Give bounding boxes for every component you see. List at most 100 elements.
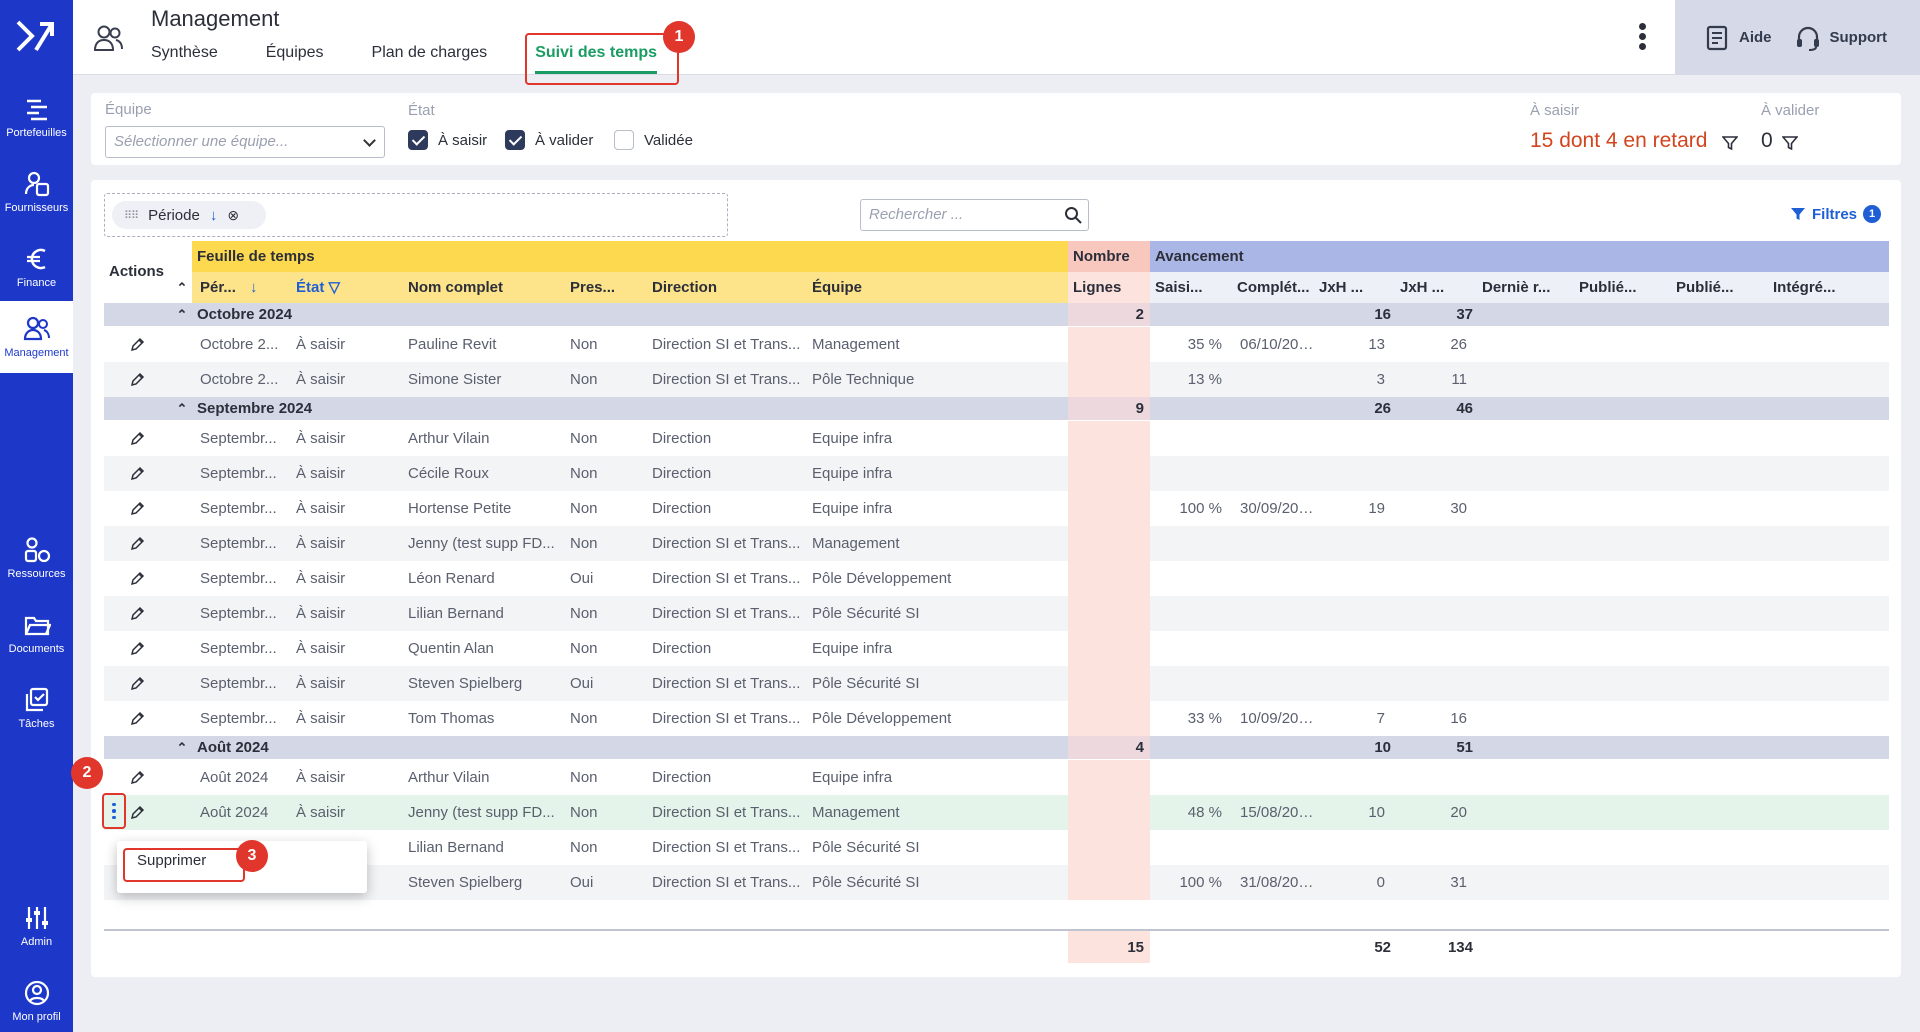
col-publie-2[interactable]: Publié... bbox=[1671, 272, 1768, 303]
row-actions-menu-button[interactable] bbox=[106, 796, 122, 826]
table-row[interactable]: Septembr... À saisir Steven Spielberg Oui Di… bbox=[104, 666, 1889, 701]
checkbox-validee[interactable]: Validée bbox=[614, 130, 693, 150]
sidebar-item-finance[interactable]: Finance bbox=[0, 231, 73, 303]
edit-pencil-icon[interactable] bbox=[130, 372, 145, 387]
filters-count-badge: 1 bbox=[1863, 205, 1882, 223]
sidebar: Portefeuilles Fournisseurs Finance Manag… bbox=[0, 0, 73, 1032]
table-row[interactable]: Septembr... À saisir Arthur Vilain Non Direc… bbox=[104, 421, 1889, 456]
table-row[interactable]: Août 2024 À saisir Jenny (test supp FD... N… bbox=[104, 795, 1889, 830]
table-row[interactable]: Septembr... À saisir Tom Thomas Non Directio… bbox=[104, 701, 1889, 736]
search-icon[interactable] bbox=[1064, 206, 1082, 224]
table-row[interactable]: Octobre 2... À saisir Pauline Revit Non Dire… bbox=[104, 327, 1889, 362]
sidebar-item-fournisseurs[interactable]: Fournisseurs bbox=[0, 156, 73, 228]
edit-pencil-icon[interactable] bbox=[130, 711, 145, 726]
team-select[interactable]: Sélectionner une équipe... bbox=[105, 126, 385, 158]
team-select-placeholder: Sélectionner une équipe... bbox=[114, 133, 289, 150]
checkbox-unchecked-icon bbox=[614, 130, 634, 150]
table-row[interactable]: Septembr... À saisir Cécile Roux Non Directi… bbox=[104, 456, 1889, 491]
edit-pencil-icon[interactable] bbox=[130, 536, 145, 551]
table-row[interactable]: Lilian Bernand Non Direction SI et Trans..… bbox=[104, 830, 1889, 865]
filters-button[interactable]: Filtres 1 bbox=[1790, 205, 1882, 223]
col-completude[interactable]: Complét... bbox=[1232, 272, 1314, 303]
group-row[interactable]: ⌃ Octobre 2024 2 16 37 bbox=[104, 303, 1889, 326]
group-row[interactable]: ⌃ Septembre 2024 9 26 46 bbox=[104, 397, 1889, 420]
resources-icon bbox=[24, 537, 50, 563]
sidebar-item-portefeuilles[interactable]: Portefeuilles bbox=[0, 81, 73, 153]
table-row[interactable]: Septembr... À saisir Léon Renard Oui Directi… bbox=[104, 561, 1889, 596]
edit-pencil-icon[interactable] bbox=[130, 571, 145, 586]
sidebar-item-label: Tâches bbox=[18, 718, 55, 730]
col-equipe[interactable]: Équipe bbox=[812, 279, 863, 296]
cell-lignes bbox=[1068, 596, 1150, 631]
more-options-button[interactable] bbox=[1632, 20, 1652, 56]
app-logo[interactable] bbox=[14, 16, 58, 58]
col-jxh-2[interactable]: JxH ... bbox=[1395, 272, 1477, 303]
edit-pencil-icon[interactable] bbox=[130, 337, 145, 352]
edit-pencil-icon[interactable] bbox=[130, 501, 145, 516]
filters-label: Filtres bbox=[1812, 205, 1858, 223]
sidebar-item-documents[interactable]: Documents bbox=[0, 597, 73, 669]
table-row[interactable]: Septembr... À saisir Lilian Bernand Non Dire… bbox=[104, 596, 1889, 631]
sidebar-item-ressources[interactable]: Ressources bbox=[0, 522, 73, 594]
search-input[interactable]: Rechercher ... bbox=[860, 199, 1089, 231]
table-row[interactable]: Octobre 2... À saisir Simone Sister Non Dire… bbox=[104, 362, 1889, 397]
table-row[interactable]: Steven Spielberg Oui Direction SI et Trans… bbox=[104, 865, 1889, 900]
collapse-icon[interactable]: ⌃ bbox=[176, 401, 188, 416]
menu-item-supprimer[interactable]: Supprimer bbox=[137, 852, 207, 869]
edit-pencil-icon[interactable] bbox=[130, 466, 145, 481]
col-etat[interactable]: État ▽ bbox=[288, 272, 400, 303]
collapse-icon[interactable]: ⌃ bbox=[176, 307, 188, 322]
support-button[interactable]: Support bbox=[1794, 24, 1887, 52]
checkbox-a-saisir[interactable]: À saisir bbox=[408, 130, 487, 150]
edit-pencil-icon[interactable] bbox=[130, 431, 145, 446]
filter-icon[interactable] bbox=[1782, 135, 1798, 151]
sidebar-item-management[interactable]: Management bbox=[0, 301, 73, 373]
edit-pencil-icon[interactable] bbox=[130, 606, 145, 621]
edit-pencil-icon[interactable] bbox=[130, 805, 145, 820]
help-button[interactable]: Aide bbox=[1703, 24, 1772, 52]
col-lignes[interactable]: Lignes bbox=[1068, 272, 1150, 303]
collapse-icon[interactable]: ⌃ bbox=[176, 740, 188, 755]
col-saisie[interactable]: Saisi... bbox=[1150, 272, 1232, 303]
col-periode[interactable]: Pér... ↓ bbox=[192, 272, 288, 303]
col-dernier[interactable]: Derniè r... bbox=[1477, 272, 1574, 303]
checkbox-a-valider[interactable]: À valider bbox=[505, 130, 593, 150]
group-chip-periode[interactable]: ⠿⠿ Période ↓ ⊗ bbox=[112, 201, 266, 229]
sidebar-item-taches[interactable]: Tâches bbox=[0, 672, 73, 744]
col-direction[interactable]: Direction bbox=[652, 279, 718, 296]
table-row[interactable]: Septembr... À saisir Hortense Petite Non Dir… bbox=[104, 491, 1889, 526]
cell-lignes bbox=[1068, 666, 1150, 701]
col-presence[interactable]: Pres... bbox=[570, 279, 616, 296]
cell-equipe: Equipe infra bbox=[812, 430, 893, 447]
edit-pencil-icon[interactable] bbox=[130, 641, 145, 656]
table-row[interactable]: Septembr... À saisir Quentin Alan Non Direct… bbox=[104, 631, 1889, 666]
tab-equipes[interactable]: Équipes bbox=[265, 44, 324, 61]
drag-handle-icon[interactable]: ⠿⠿ bbox=[124, 209, 139, 222]
filter-icon: ▽ bbox=[328, 279, 341, 296]
collapse-all-icon[interactable]: ⌃ bbox=[176, 280, 188, 295]
tab-suivi-des-temps[interactable]: Suivi des temps bbox=[535, 44, 658, 74]
edit-pencil-icon[interactable] bbox=[130, 770, 145, 785]
sidebar-item-profil[interactable]: Mon profil bbox=[0, 965, 73, 1032]
cell-pres: Non bbox=[570, 804, 598, 821]
help-label: Aide bbox=[1739, 29, 1772, 46]
table-row[interactable]: Août 2024 À saisir Arthur Vilain Non Directi… bbox=[104, 760, 1889, 795]
col-jxh-1[interactable]: JxH ... bbox=[1314, 272, 1395, 303]
tab-plan-de-charges[interactable]: Plan de charges bbox=[371, 44, 488, 61]
tab-synthese[interactable]: Synthèse bbox=[151, 44, 218, 61]
group-by-zone[interactable]: ⠿⠿ Période ↓ ⊗ bbox=[104, 193, 728, 237]
edit-pencil-icon[interactable] bbox=[130, 676, 145, 691]
table-row[interactable]: Septembr... À saisir Jenny (test supp FD..… bbox=[104, 526, 1889, 561]
col-integre-1[interactable]: Intégré... bbox=[1768, 272, 1865, 303]
col-publie-1[interactable]: Publié... bbox=[1574, 272, 1671, 303]
group-row[interactable]: ⌃ Août 2024 4 10 51 bbox=[104, 736, 1889, 759]
sidebar-item-admin[interactable]: Admin bbox=[0, 890, 73, 962]
col-nom-complet[interactable]: Nom complet bbox=[408, 279, 504, 296]
cell-nom: Quentin Alan bbox=[408, 640, 494, 657]
remove-group-icon[interactable]: ⊗ bbox=[227, 206, 240, 223]
cell-equipe: Management bbox=[812, 336, 900, 353]
sort-down-icon[interactable]: ↓ bbox=[209, 206, 218, 224]
filter-icon[interactable] bbox=[1722, 135, 1738, 151]
cell-lignes bbox=[1068, 760, 1150, 795]
cell-direction: Direction SI et Trans... bbox=[652, 874, 801, 891]
